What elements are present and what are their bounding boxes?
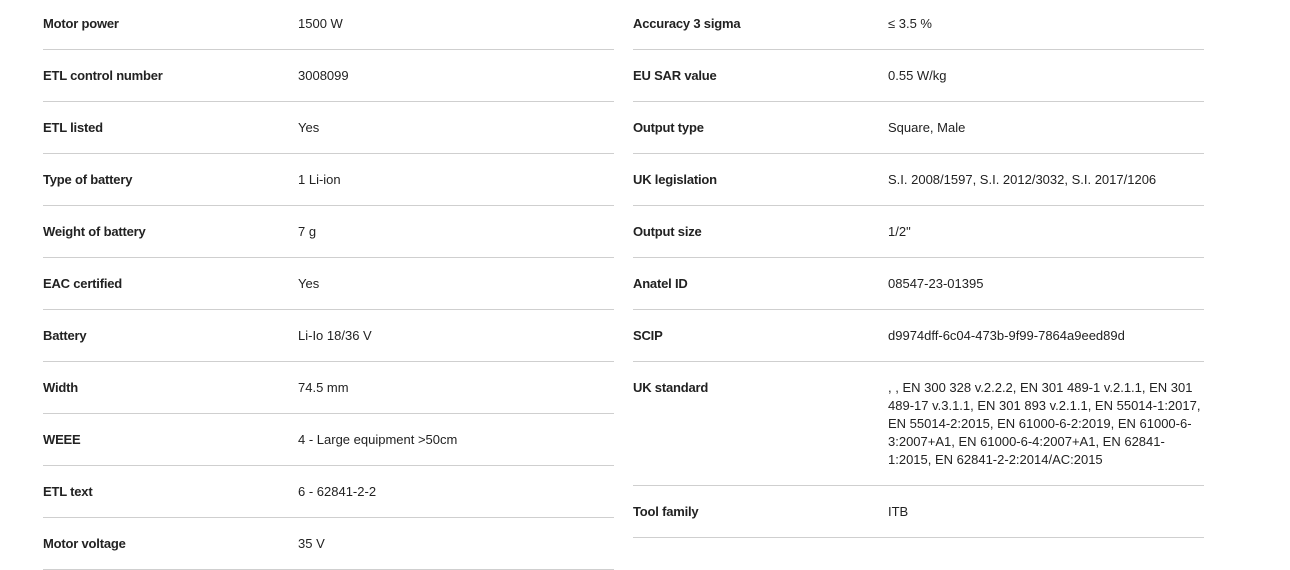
spec-value: 6 - 62841-2-2	[298, 484, 377, 499]
spec-row: Battery Li-Io 18/36 V	[43, 310, 614, 362]
spec-row: Type of battery 1 Li-ion	[43, 154, 614, 206]
spec-label: Output size	[633, 224, 702, 239]
spec-value: Yes	[298, 120, 320, 135]
spec-value: 74.5 mm	[298, 380, 349, 395]
spec-label: Weight of battery	[43, 224, 146, 239]
spec-row: EAC certified Yes	[43, 258, 614, 310]
spec-column-right: Accuracy 3 sigma ≤ 3.5 % EU SAR value 0.55 …	[633, 0, 1204, 538]
spec-label: Motor power	[43, 16, 119, 31]
spec-label: EU SAR value	[633, 68, 717, 83]
spec-value: 35 V	[298, 536, 325, 551]
spec-value: 08547-23-01395	[888, 276, 984, 291]
spec-value: Li-Io 18/36 V	[298, 328, 372, 343]
spec-value: S.I. 2008/1597, S.I. 2012/3032, S.I. 201…	[888, 172, 1157, 187]
spec-value: 1/2"	[888, 224, 911, 239]
spec-label: EAC certified	[43, 276, 123, 291]
spec-value: d9974dff-6c04-473b-9f99-7864a9eed89d	[888, 328, 1125, 343]
spec-value: ITB	[888, 504, 909, 519]
spec-label: UK standard	[633, 380, 709, 395]
spec-value: 4 - Large equipment >50cm	[298, 432, 458, 447]
spec-row: Motor power 1500 W	[43, 0, 614, 50]
spec-row: Tool family ITB	[633, 486, 1204, 538]
spec-label: SCIP	[633, 328, 663, 343]
spec-row: ETL text 6 - 62841-2-2	[43, 466, 614, 518]
spec-row: Output type Square, Male	[633, 102, 1204, 154]
spec-row: EU SAR value 0.55 W/kg	[633, 50, 1204, 102]
spec-value: 1500 W	[298, 16, 343, 31]
spec-value: 1 Li-ion	[298, 172, 341, 187]
spec-value: Square, Male	[888, 120, 966, 135]
spec-label: Output type	[633, 120, 704, 135]
spec-label: UK legislation	[633, 172, 717, 187]
spec-value: Yes	[298, 276, 320, 291]
spec-row: Width 74.5 mm	[43, 362, 614, 414]
spec-value: 3008099	[298, 68, 349, 83]
spec-label: ETL control number	[43, 68, 163, 83]
spec-row: WEEE 4 - Large equipment >50cm	[43, 414, 614, 466]
spec-label: Accuracy 3 sigma	[633, 16, 741, 31]
spec-label: Motor voltage	[43, 536, 126, 551]
spec-label: Tool family	[633, 504, 699, 519]
spec-row: Accuracy 3 sigma ≤ 3.5 %	[633, 0, 1204, 50]
spec-value: , , EN 300 328 v.2.2.2, EN 301 489-1 v.2…	[888, 380, 1201, 467]
spec-row: ETL control number 3008099	[43, 50, 614, 102]
spec-row: UK standard , , EN 300 328 v.2.2.2, EN 30…	[633, 362, 1204, 486]
spec-row: Weight of battery 7 g	[43, 206, 614, 258]
spec-label: Type of battery	[43, 172, 133, 187]
spec-row: Motor voltage 35 V	[43, 518, 614, 570]
spec-label: Width	[43, 380, 78, 395]
spec-column-left: Motor power 1500 W ETL control number 30080…	[43, 0, 614, 570]
spec-value: 0.55 W/kg	[888, 68, 947, 83]
spec-row: SCIP d9974dff-6c04-473b-9f99-7864a9eed89d	[633, 310, 1204, 362]
spec-value: ≤ 3.5 %	[888, 16, 932, 31]
spec-row: Output size 1/2"	[633, 206, 1204, 258]
spec-label: Anatel ID	[633, 276, 688, 291]
spec-label: ETL text	[43, 484, 93, 499]
spec-value: 7 g	[298, 224, 317, 239]
spec-label: ETL listed	[43, 120, 103, 135]
spec-row: UK legislation S.I. 2008/1597, S.I. 2012/…	[633, 154, 1204, 206]
spec-row: ETL listed Yes	[43, 102, 614, 154]
spec-label: WEEE	[43, 432, 81, 447]
spec-row: Anatel ID 08547-23-01395	[633, 258, 1204, 310]
spec-label: Battery	[43, 328, 87, 343]
